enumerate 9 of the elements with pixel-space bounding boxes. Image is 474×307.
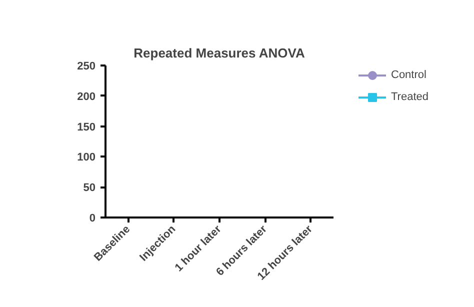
y-tick-label: 50 — [83, 182, 96, 194]
chart-title: Repeated Measures ANOVA — [134, 46, 306, 60]
y-tick-label: 0 — [89, 212, 96, 224]
y-tick-label: 200 — [77, 90, 96, 103]
y-tick-label: 250 — [77, 60, 96, 72]
legend-label: Control — [391, 69, 426, 81]
y-tick-label: 150 — [77, 121, 96, 134]
y-tick-label: 100 — [77, 152, 96, 164]
legend-label: Treated — [391, 91, 429, 103]
